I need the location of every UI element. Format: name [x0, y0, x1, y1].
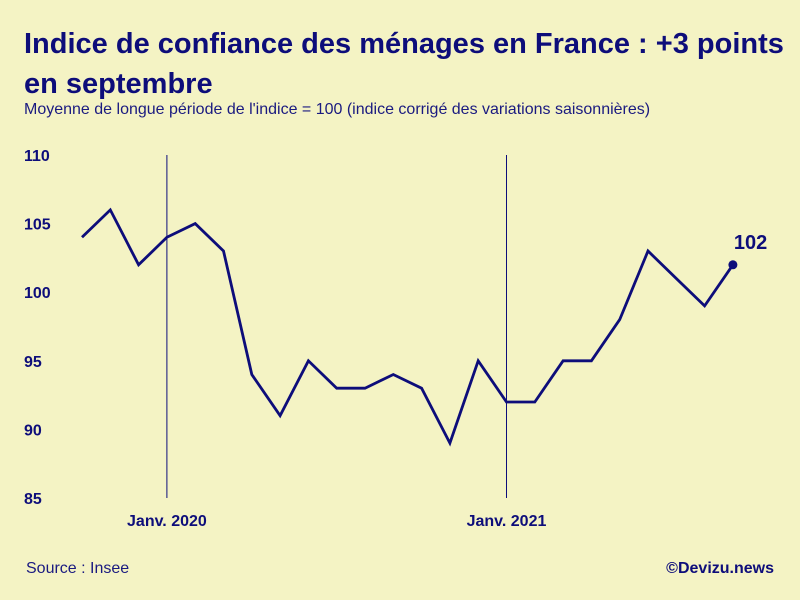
series-line	[81, 207, 735, 447]
end-value-label: 102	[734, 232, 767, 254]
chart-subtitle: Moyenne de longue période de l'indice = …	[24, 101, 651, 118]
x-tick-label: Janv. 2021	[467, 513, 547, 530]
credit-note: ©Devizu.news	[666, 560, 774, 577]
y-tick-label: 100	[24, 285, 51, 302]
y-tick-label: 105	[24, 217, 51, 234]
y-tick-label: 90	[24, 422, 42, 439]
end-point-marker	[728, 260, 738, 270]
y-tick-label: 110	[24, 148, 50, 165]
x-tick-label: Janv. 2020	[127, 513, 207, 530]
y-tick-label: 85	[24, 491, 42, 508]
chart-title: Indice de confiance des ménages en Franc…	[24, 28, 784, 100]
y-tick-label: 95	[24, 354, 42, 371]
source-note: Source : Insee	[26, 560, 130, 577]
